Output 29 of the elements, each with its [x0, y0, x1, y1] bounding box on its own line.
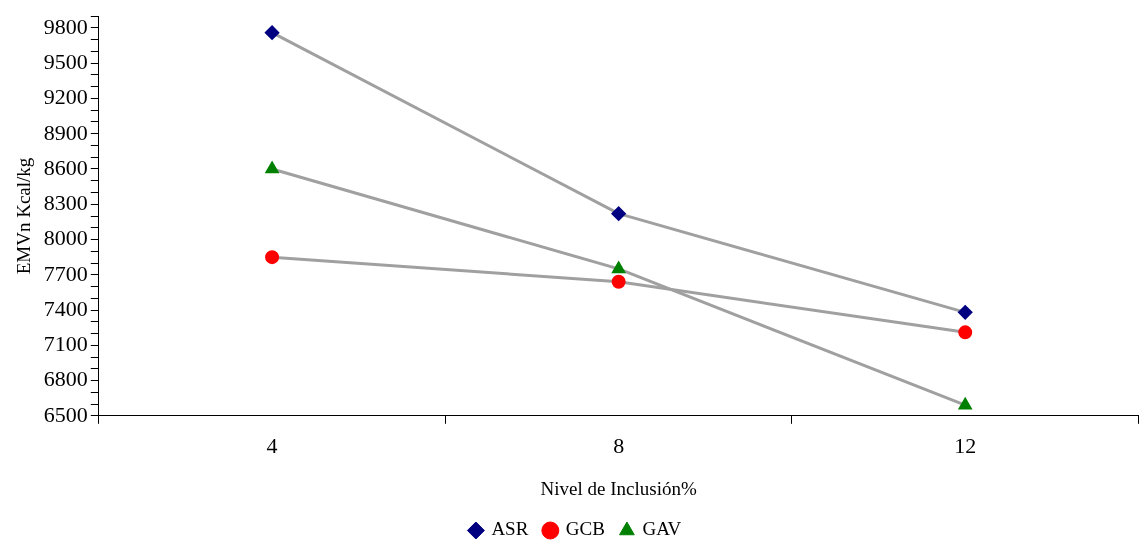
- point: [958, 398, 972, 410]
- y-tick-label: 8900: [43, 119, 88, 145]
- point: [265, 161, 279, 174]
- y-tick-label: 9800: [43, 13, 88, 39]
- point: [612, 261, 625, 274]
- point: [611, 206, 626, 221]
- y-tick-label: 8000: [43, 225, 88, 251]
- point: [958, 305, 973, 320]
- legend-label: GCB: [565, 518, 605, 540]
- y-tick-label: 8300: [43, 190, 88, 216]
- y-tick-label: 7100: [43, 331, 88, 357]
- y-tick-label: 7700: [43, 260, 88, 286]
- point: [265, 250, 280, 265]
- x-tick-label: 12: [954, 432, 977, 458]
- y-tick-label: 9200: [43, 84, 88, 110]
- y-axis-title: EMVn Kcal/kg: [13, 157, 35, 275]
- point: [265, 25, 280, 40]
- y-tick-label: 6500: [43, 401, 88, 427]
- x-tick-label: 4: [266, 432, 278, 458]
- legend-label: GAV: [642, 518, 682, 540]
- x-tick-label: 8: [613, 432, 625, 458]
- x-axis-title: Nivel de Inclusión%: [540, 477, 697, 499]
- point: [958, 325, 973, 340]
- y-tick-label: 7400: [43, 295, 88, 321]
- y-tick-label: 6800: [43, 366, 88, 392]
- point: [611, 274, 626, 289]
- y-tick-label: 9500: [43, 48, 88, 74]
- y-tick-label: 8600: [43, 154, 88, 180]
- legend-label: ASR: [491, 518, 529, 540]
